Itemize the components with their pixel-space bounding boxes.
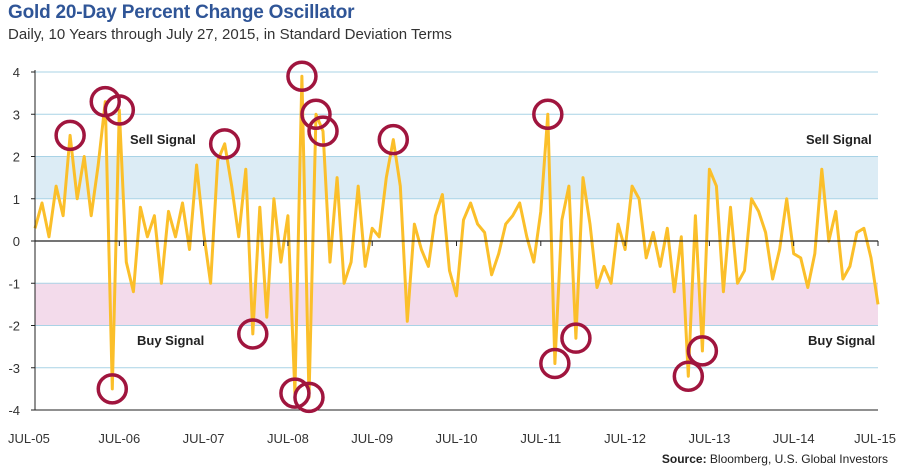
y-tick-label: 3 (13, 107, 20, 122)
highlight-circle (672, 360, 705, 392)
source-note: Source: Bloomberg, U.S. Global Investors (662, 452, 888, 466)
x-tick-label: JUL-08 (267, 431, 309, 446)
highlight-circle (237, 318, 269, 350)
x-tick-label: JUL-07 (183, 431, 225, 446)
source-label: Source: (661, 452, 707, 466)
y-tick-label: 4 (13, 65, 20, 80)
highlight-circle (103, 94, 136, 126)
x-tick-label: JUL-14 (773, 431, 815, 446)
x-tick-label: JUL-10 (436, 431, 478, 446)
x-tick-label: JUL-12 (604, 431, 646, 446)
y-tick-label: 0 (13, 234, 20, 249)
highlight-circle (208, 128, 241, 160)
x-tick-label: JUL-11 (520, 431, 561, 446)
source-text: Bloomberg, U.S. Global Investors (706, 452, 888, 466)
y-tick-label: 1 (13, 192, 20, 207)
buy-signal-label-right: Buy Signal (808, 333, 875, 348)
sell-signal-band (35, 156, 878, 199)
highlight-circle (377, 123, 410, 156)
x-tick-label: JUL-05 (8, 431, 50, 446)
buy-signal-label-left: Buy Signal (137, 333, 204, 348)
x-tick-label: JUL-13 (688, 431, 730, 446)
chart-title: Gold 20-Day Percent Change Oscillator (8, 2, 355, 23)
y-tick-label: 2 (13, 150, 20, 165)
highlight-circle (279, 377, 311, 409)
highlight-circle (532, 98, 564, 130)
sell-signal-label-left: Sell Signal (130, 132, 196, 147)
highlight-circle (300, 98, 332, 130)
y-tick-label: -4 (8, 403, 20, 418)
y-tick-label: -3 (8, 361, 20, 376)
highlight-circle (686, 335, 719, 367)
x-tick-label: JUL-09 (351, 431, 393, 446)
sell-signal-label-right: Sell Signal (806, 132, 872, 147)
highlight-circle (96, 373, 129, 405)
y-tick-label: -1 (8, 276, 20, 291)
highlight-circle (293, 381, 325, 414)
highlight-circle (307, 115, 339, 147)
y-tick-label: -2 (8, 319, 20, 334)
series-line (33, 74, 880, 399)
x-tick-label: JUL-06 (98, 431, 140, 446)
chart-subtitle: Daily, 10 Years through July 27, 2015, i… (8, 26, 452, 43)
highlight-circle (54, 119, 86, 152)
highlight-circle (539, 347, 571, 380)
highlight-circle (560, 322, 592, 354)
x-tick-label: JUL-15 (854, 431, 896, 446)
highlight-circle (286, 60, 318, 92)
